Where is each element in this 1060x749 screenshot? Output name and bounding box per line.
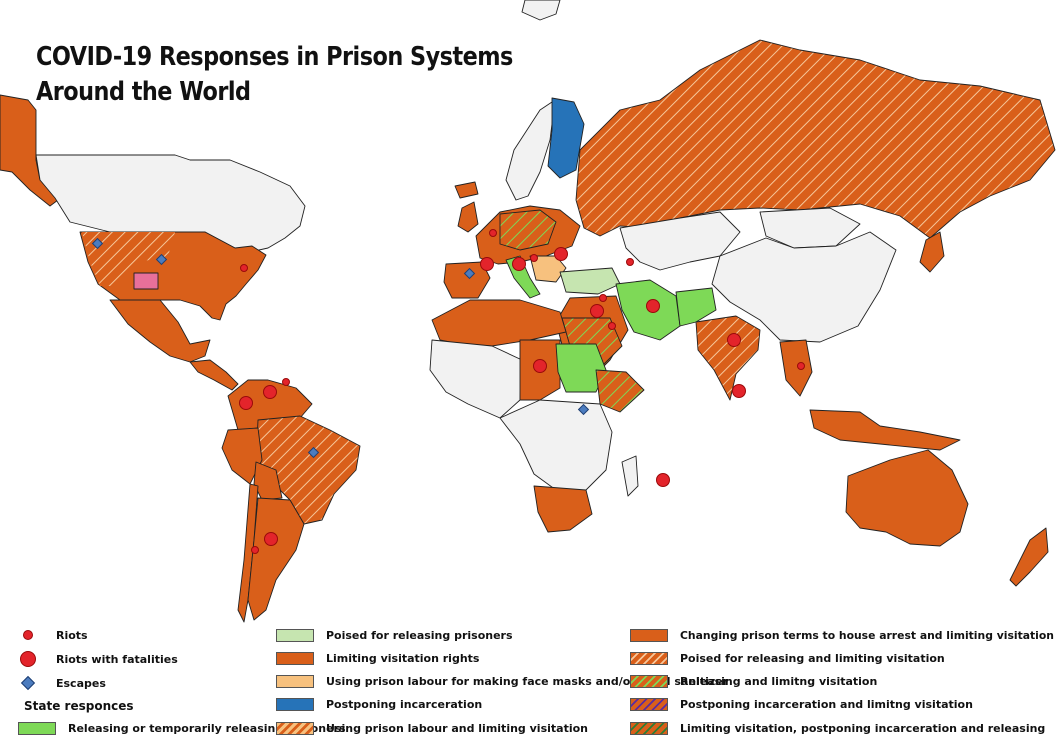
legend-house-arrest: Changing prison terms to house arrest an…: [630, 626, 1060, 644]
region-canada: [35, 154, 306, 253]
riot-dot-large: [239, 396, 253, 410]
region-chile: [237, 483, 259, 623]
riot-markers: [239, 229, 805, 554]
region-germany-hatch: [499, 209, 557, 251]
region-uk: [457, 201, 479, 233]
legend-all-three: Limiting visitation, postponing incarcer…: [630, 719, 1045, 737]
riot-dot-large: [554, 247, 568, 261]
swatch-labour-limiting: [276, 721, 314, 735]
riot-dot-large: [533, 359, 547, 373]
riot-dot-small: [251, 546, 259, 554]
riot-dot-small: [797, 362, 805, 370]
legend-riots-fatal: Riots with fatalities: [18, 650, 178, 668]
region-colorado: [133, 272, 159, 290]
riot-dot-small: [530, 254, 538, 262]
riot-dot-small: [608, 322, 616, 330]
legend-poised-limiting: Poised for releasing and limiting visita…: [630, 649, 945, 667]
swatch-house-arrest: [630, 628, 668, 642]
legend-labour-limiting: Using prison labour and limiting visitat…: [276, 719, 588, 737]
region-finland: [547, 97, 585, 179]
map-title-line-2: Around the World: [36, 77, 251, 107]
map-title: COVID-19 Responses in Prison Systems Aro…: [36, 40, 513, 110]
region-argentina: [247, 497, 305, 621]
region-madagascar: [621, 455, 639, 497]
legend-postponing-limiting: Postponing incarceration and limitng vis…: [630, 695, 973, 713]
region-greenland: [521, 0, 561, 21]
region-afghanistan: [675, 287, 717, 327]
region-scandinavia: [505, 99, 556, 201]
swatch-all-three: [630, 721, 668, 735]
swatch-postponing: [276, 697, 314, 711]
riot-dot-large: [656, 473, 670, 487]
region-kazakhstan: [619, 211, 741, 271]
region-iceland: [454, 181, 479, 199]
region-central-africa: [499, 399, 613, 491]
escape-markers: [91, 237, 590, 459]
escape-diamond: [577, 403, 590, 416]
region-turkey: [559, 267, 621, 295]
riot-dot-large: [727, 333, 741, 347]
region-japan: [919, 231, 945, 273]
region-indonesia: [809, 409, 961, 451]
region-india: [695, 315, 761, 401]
legend-riots: Riots: [18, 626, 88, 644]
riot-dot-large: [512, 257, 526, 271]
riot-dot-large: [480, 257, 494, 271]
legend-state-heading: State responces: [24, 699, 134, 713]
riot-dot-large: [590, 304, 604, 318]
legend-poised: Poised for releasing prisoners: [276, 626, 513, 644]
legend-postponing: Postponing incarceration: [276, 695, 482, 713]
swatch-releasing-limiting: [630, 674, 668, 688]
riot-dot-large: [646, 299, 660, 313]
map-title-line-1: COVID-19 Responses in Prison Systems: [36, 42, 513, 72]
swatch-postponing-limiting: [630, 697, 668, 711]
swatch-releasing: [18, 721, 56, 735]
region-china: [711, 231, 897, 343]
region-south-africa: [533, 485, 593, 533]
region-west-africa: [429, 339, 523, 419]
region-ethiopia: [595, 369, 645, 413]
riot-dot-large: [732, 384, 746, 398]
legend-releasing-limiting: Releasing and limitng visitation: [630, 672, 877, 690]
legend-limiting: Limiting visitation rights: [276, 649, 479, 667]
riot-dot-small: [282, 378, 290, 386]
region-southeast-asia: [779, 339, 813, 397]
region-mexico: [109, 299, 211, 363]
escape-diamond: [91, 237, 104, 250]
region-usa-hatch: [82, 232, 175, 286]
region-australia: [845, 449, 969, 547]
swatch-labour: [276, 674, 314, 688]
riot-dot-large: [263, 385, 277, 399]
region-new-zealand: [1009, 527, 1049, 587]
escape-diamond: [463, 267, 476, 280]
riot-small-icon: [23, 630, 33, 640]
riot-dot-small: [599, 294, 607, 302]
swatch-poised-limiting: [630, 651, 668, 665]
escape-diamond: [307, 446, 320, 459]
riot-dot-small: [240, 264, 248, 272]
region-sudan: [555, 343, 607, 393]
escape-diamond-icon: [20, 675, 36, 691]
legend-escapes: Escapes: [18, 674, 106, 692]
swatch-limiting: [276, 651, 314, 665]
escape-diamond: [155, 253, 168, 266]
riot-dot-small: [489, 229, 497, 237]
swatch-poised: [276, 628, 314, 642]
riot-dot-small: [626, 258, 634, 266]
riot-large-icon: [20, 651, 36, 667]
legend-labour: Using prison labour for making face mask…: [276, 672, 728, 690]
region-north-africa: [431, 299, 567, 347]
riot-dot-large: [264, 532, 278, 546]
region-central-america: [189, 359, 239, 391]
region-russia: [575, 39, 1056, 239]
